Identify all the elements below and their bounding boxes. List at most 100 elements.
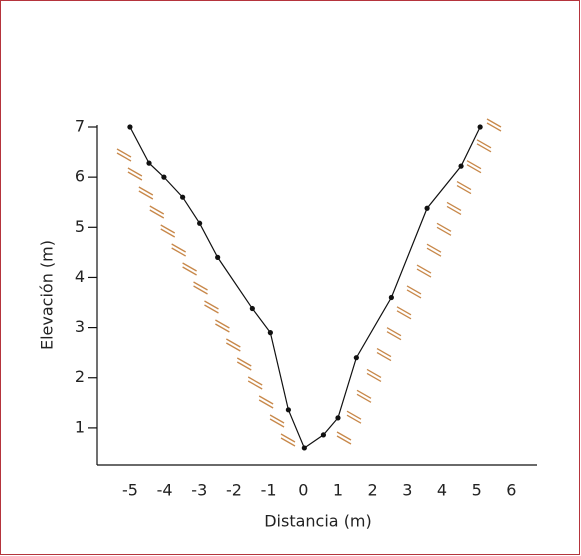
hatch <box>215 319 230 329</box>
hatch <box>127 167 143 177</box>
x-tick-label: -4 <box>157 481 173 500</box>
x-tick-label: -1 <box>261 481 277 500</box>
hatch <box>215 323 230 333</box>
point <box>146 160 152 166</box>
y-tick-label: 1 <box>75 417 85 436</box>
point <box>353 355 359 361</box>
hatch <box>336 435 352 445</box>
hatch <box>269 414 285 424</box>
hatch <box>149 209 165 219</box>
line <box>129 126 481 449</box>
hatch <box>386 331 402 341</box>
hatch <box>356 393 372 403</box>
hatch <box>171 243 186 253</box>
hatch <box>436 226 452 236</box>
y-tick-label: 4 <box>75 267 85 286</box>
hatch <box>236 357 252 367</box>
hatch <box>486 118 502 128</box>
hatch <box>366 368 382 378</box>
hatch <box>466 160 482 170</box>
hatch <box>396 306 412 316</box>
point <box>127 124 133 130</box>
point <box>388 294 394 301</box>
x-tick-label: 4 <box>437 481 447 500</box>
y-tick-label: 5 <box>75 217 85 236</box>
point <box>249 305 255 312</box>
point <box>267 330 273 336</box>
hatch <box>376 347 392 358</box>
hatch <box>193 281 208 291</box>
hatch <box>258 395 274 405</box>
hatch <box>269 418 285 428</box>
point <box>161 174 167 180</box>
x-tick-label: -2 <box>226 481 242 500</box>
hatch <box>236 361 252 371</box>
hatch <box>171 247 186 257</box>
hatch <box>406 289 422 299</box>
hatch <box>346 410 362 420</box>
point <box>180 194 186 200</box>
hatch <box>476 143 492 153</box>
hatch <box>336 431 352 441</box>
hatch <box>426 247 442 257</box>
y-axis-label: Elevación (m) <box>38 240 57 350</box>
hatch <box>476 139 492 149</box>
hatch <box>247 376 263 386</box>
hatch <box>204 304 219 314</box>
hatch <box>149 205 165 215</box>
hatch <box>193 285 208 295</box>
hatch <box>366 372 382 382</box>
hatch <box>456 185 472 195</box>
hatch <box>204 300 219 310</box>
hatch <box>446 205 462 216</box>
y-tick-label: 2 <box>75 367 85 386</box>
point <box>215 254 221 260</box>
x-tick-label: 2 <box>368 481 378 500</box>
hatch <box>138 186 154 196</box>
hatch <box>258 399 274 409</box>
hatch <box>386 327 402 337</box>
hatch <box>138 190 154 200</box>
hatch <box>247 380 263 390</box>
hatch <box>116 152 132 162</box>
x-tick-label: 6 <box>506 481 516 500</box>
hatch <box>406 285 422 295</box>
hatch <box>346 414 362 424</box>
x-tick-label: 0 <box>298 481 308 500</box>
hatch <box>160 224 176 234</box>
hatch <box>160 228 176 238</box>
x-tick-label: 3 <box>402 481 412 500</box>
hatch <box>416 264 432 274</box>
hatch <box>466 164 482 174</box>
hatch <box>486 122 502 132</box>
point <box>477 124 483 130</box>
hatch <box>226 342 241 352</box>
hatch <box>226 338 241 348</box>
hatch <box>426 243 442 253</box>
hatch <box>436 222 452 232</box>
hatch <box>456 181 472 191</box>
y-tick-label: 7 <box>75 117 85 136</box>
x-tick-label: -5 <box>122 481 138 500</box>
hatch <box>446 201 462 212</box>
point <box>301 445 307 451</box>
point <box>335 415 341 421</box>
x-tick-label: 5 <box>472 481 482 500</box>
hatch <box>182 266 197 276</box>
point <box>285 407 291 413</box>
x-axis-label: Distancia (m) <box>264 512 372 531</box>
point <box>458 163 464 169</box>
point <box>424 205 430 211</box>
hatch <box>356 389 372 399</box>
hatch <box>416 268 432 278</box>
hatch <box>280 437 296 447</box>
hatch <box>376 351 392 362</box>
hatch <box>396 310 412 320</box>
hatch <box>182 262 197 272</box>
x-tick-label: -3 <box>191 481 207 500</box>
point <box>320 432 327 438</box>
hatch <box>116 148 132 158</box>
x-tick-label: 1 <box>333 481 343 500</box>
point <box>197 220 203 226</box>
